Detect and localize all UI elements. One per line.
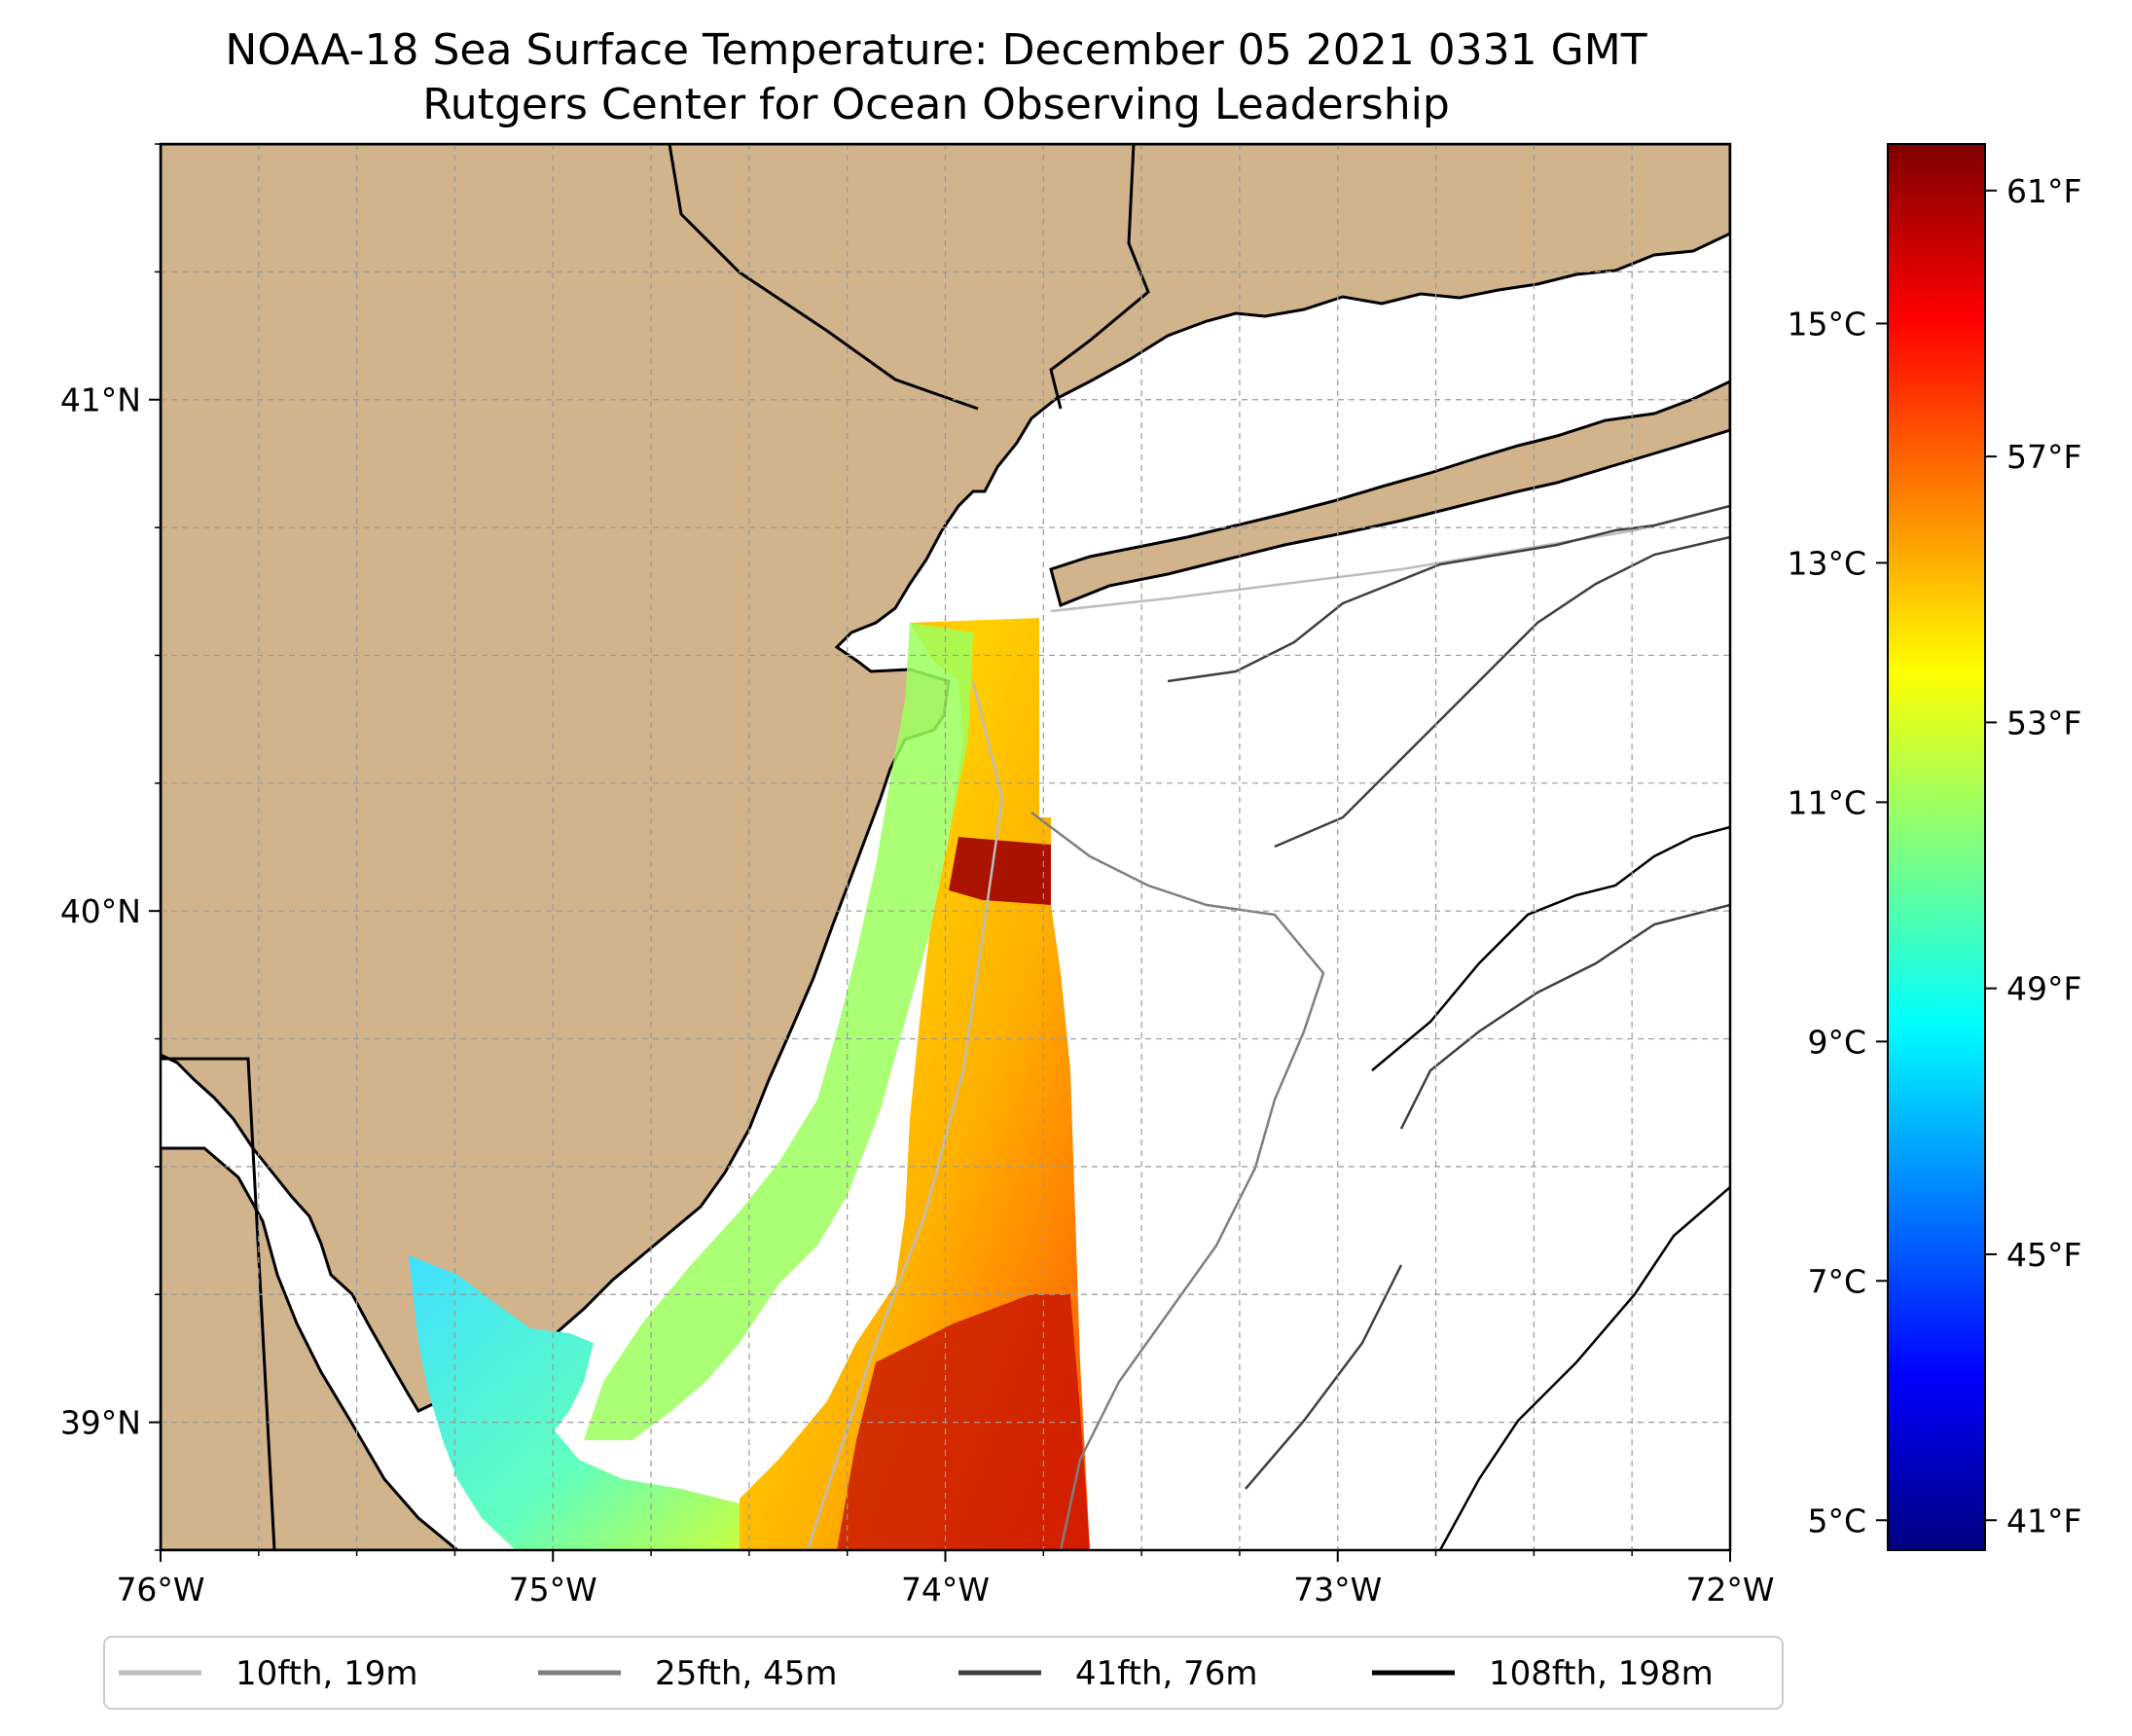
legend-label: 25fth, 45m (655, 1654, 838, 1693)
lat-tick-label: 39°N (60, 1404, 141, 1442)
legend-items: 10fth, 19m 25fth, 45m 41fth, 76m 108fth, 19… (119, 1654, 1714, 1693)
lon-tick-group: 76°W 75°W 74°W 73°W 72°W (116, 1550, 1775, 1609)
legend-box (103, 1636, 1784, 1710)
colorbar-fahrenheit-label: 49°F (2006, 970, 2081, 1008)
colorbar-celsius-label: 15°C (1787, 305, 1866, 343)
delmarva-land (161, 1146, 460, 1550)
lon-tick-label: 73°W (1293, 1571, 1382, 1609)
colorbar-fahrenheit-label: 57°F (2006, 438, 2081, 476)
colorbar-fahrenheit-ticks: 41°F 45°F 49°F 53°F 57°F 61°F (1985, 172, 2081, 1539)
sst-warm-core-north (949, 837, 1051, 905)
colorbar-celsius-ticks: 5°C 7°C 9°C 11°C 13°C 15°C (1787, 305, 1888, 1539)
sst-coastal-green (584, 623, 973, 1440)
contour-25fth (1030, 812, 1325, 1550)
colorbar-celsius-label: 5°C (1807, 1501, 1866, 1539)
legend-label: 108fth, 198m (1489, 1654, 1714, 1693)
lon-tick-label: 72°W (1685, 1571, 1774, 1609)
map-panel: 76°W 75°W 74°W 73°W 72°W 39°N 40°N 41°N (60, 142, 1775, 1609)
lon-tick-label: 76°W (116, 1571, 204, 1609)
colorbar-fahrenheit-label: 45°F (2006, 1236, 2081, 1274)
lat-tick-label: 40°N (60, 892, 141, 930)
contour-41fth (1167, 504, 1730, 1490)
state-borders (161, 144, 1150, 1550)
legend-label: 10fth, 19m (235, 1654, 418, 1693)
contour-108fth (1371, 825, 1730, 1550)
colorbar-celsius-label: 7°C (1807, 1262, 1866, 1300)
figure-subtitle: Rutgers Center for Ocean Observing Leade… (422, 80, 1450, 129)
lat-tick-label: 41°N (60, 381, 141, 419)
contour-legend: 10fth, 19m 25fth, 45m 41fth, 76m 108fth, 19… (103, 1636, 1784, 1710)
long-island-land (1049, 380, 1730, 608)
colorbar-celsius-label: 11°C (1787, 783, 1866, 821)
lon-tick-label: 75°W (509, 1571, 597, 1609)
contour-10fth (806, 504, 1730, 1550)
colorbar-celsius-label: 13°C (1787, 544, 1866, 582)
colorbar-fahrenheit-label: 61°F (2006, 172, 2081, 210)
colorbar: 5°C 7°C 9°C 11°C 13°C 15°C 41°F 45°F 49°F 53°F 57… (1787, 143, 2081, 1551)
colorbar-celsius-label: 9°C (1807, 1023, 1866, 1061)
lat-tick-group: 39°N 40°N 41°N (60, 143, 161, 1551)
legend-label: 41fth, 76m (1075, 1654, 1258, 1693)
colorbar-fahrenheit-label: 53°F (2006, 704, 2081, 741)
colorbar-fahrenheit-label: 41°F (2006, 1501, 2081, 1539)
figure-title: NOAA-18 Sea Surface Temperature: Decembe… (225, 25, 1646, 75)
delaware-bay-sst (409, 1255, 740, 1550)
colorbar-gradient (1887, 143, 1986, 1551)
lon-tick-label: 74°W (901, 1571, 990, 1609)
